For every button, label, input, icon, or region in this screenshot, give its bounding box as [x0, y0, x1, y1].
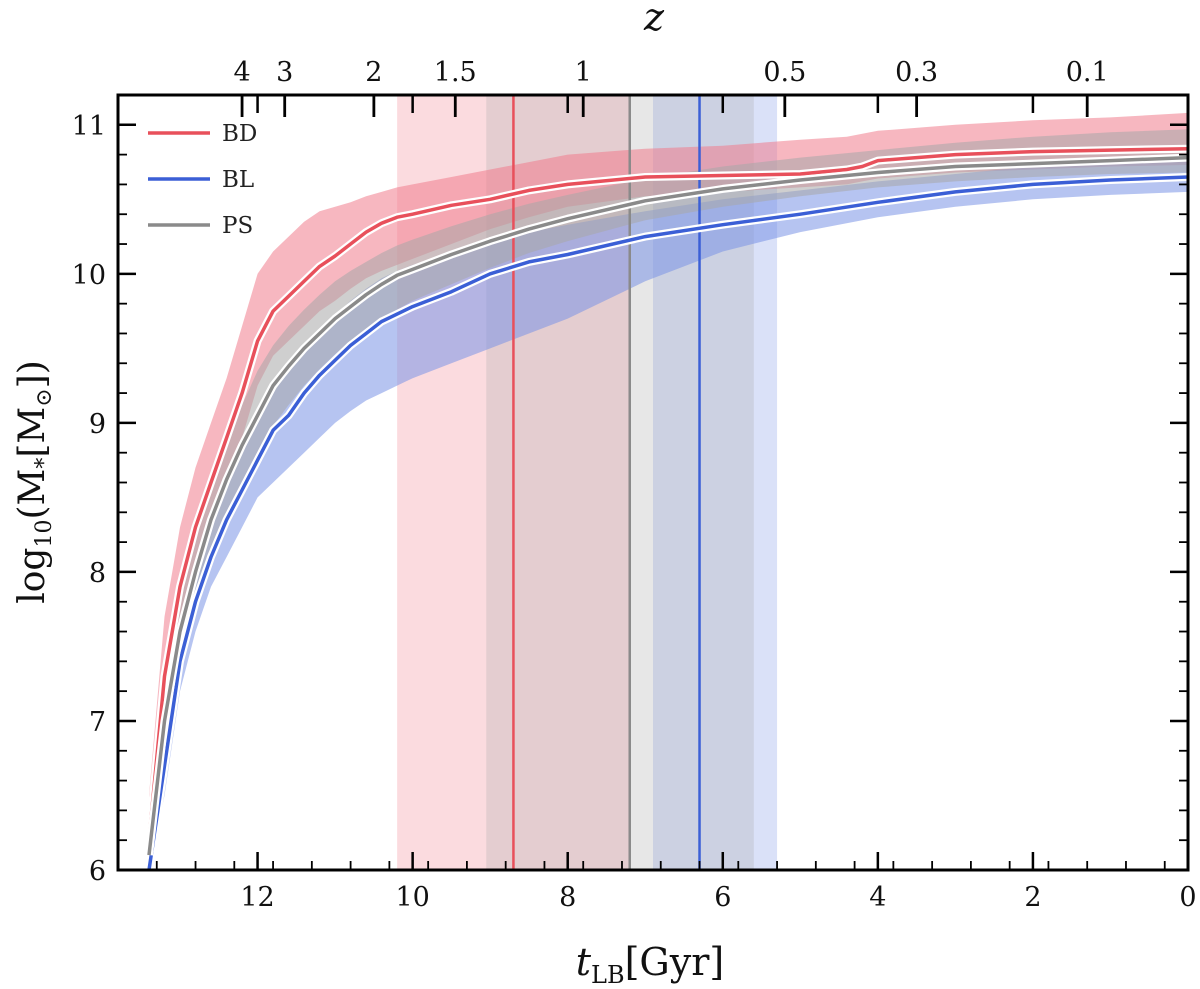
- x-axis-title: tLB[Gyr]: [576, 940, 725, 989]
- legend: BD BL PS: [148, 121, 257, 239]
- x-tick-label: 8: [559, 882, 576, 913]
- shaded-areas-layer: [149, 112, 1188, 871]
- y-axis-title-unit: [M: [12, 407, 53, 458]
- x-tick-label: 4: [869, 882, 886, 913]
- top-z-tick-label: 0.3: [895, 57, 938, 88]
- legend-label-bd: BD: [222, 121, 257, 147]
- y-tick-label: 10: [72, 260, 106, 291]
- x-tick-label: 6: [714, 882, 731, 913]
- x-axis-title-unit: [Gyr]: [625, 940, 725, 984]
- top-z-tick-label: 0.1: [1066, 57, 1109, 88]
- y-axis-title-star: *: [32, 458, 57, 469]
- y-tick-label: 9: [89, 409, 106, 440]
- top-z-tick-label: 0.5: [763, 57, 806, 88]
- area-bl: [149, 157, 1188, 871]
- top-z-tick-label: 1.5: [434, 57, 477, 88]
- top-z-tick-label: 4: [233, 57, 250, 88]
- y-tick-label: 7: [89, 707, 106, 738]
- top-z-tick-label: 2: [365, 57, 382, 88]
- y-axis-title-sub: 10: [32, 520, 57, 548]
- legend-label-ps: PS: [222, 213, 253, 239]
- x-tick-label: 10: [395, 882, 429, 913]
- y-axis-title-mid: (M: [12, 469, 53, 520]
- top-axis-title: z: [643, 0, 665, 39]
- x-tick-label: 2: [1024, 882, 1041, 913]
- top-z-tick-label: 1: [575, 57, 592, 88]
- vertical-lines-layer: [512, 95, 701, 870]
- x-tick-label: 0: [1179, 882, 1196, 913]
- x-axis-title-sub: LB: [591, 961, 625, 989]
- y-axis-title-pre: log: [12, 548, 53, 604]
- y-tick-label: 8: [89, 558, 106, 589]
- ticks-layer: [117, 94, 1190, 872]
- series-lines-layer: [145, 144, 1189, 871]
- y-axis-title: log10(M*[M⊙]): [12, 360, 57, 604]
- line-bd: [147, 146, 1189, 841]
- x-axis-title-main: t: [576, 940, 592, 984]
- line-bl: [147, 175, 1189, 871]
- y-tick-label: 11: [72, 111, 106, 142]
- y-tick-label: 6: [89, 856, 106, 887]
- top-z-tick-label: 3: [276, 57, 293, 88]
- line-ps: [147, 155, 1189, 856]
- x-tick-label: 12: [240, 882, 274, 913]
- legend-label-bl: BL: [222, 167, 254, 193]
- y-axis-title-end: ]): [12, 360, 53, 388]
- y-axis-title-sun: ⊙: [32, 388, 57, 406]
